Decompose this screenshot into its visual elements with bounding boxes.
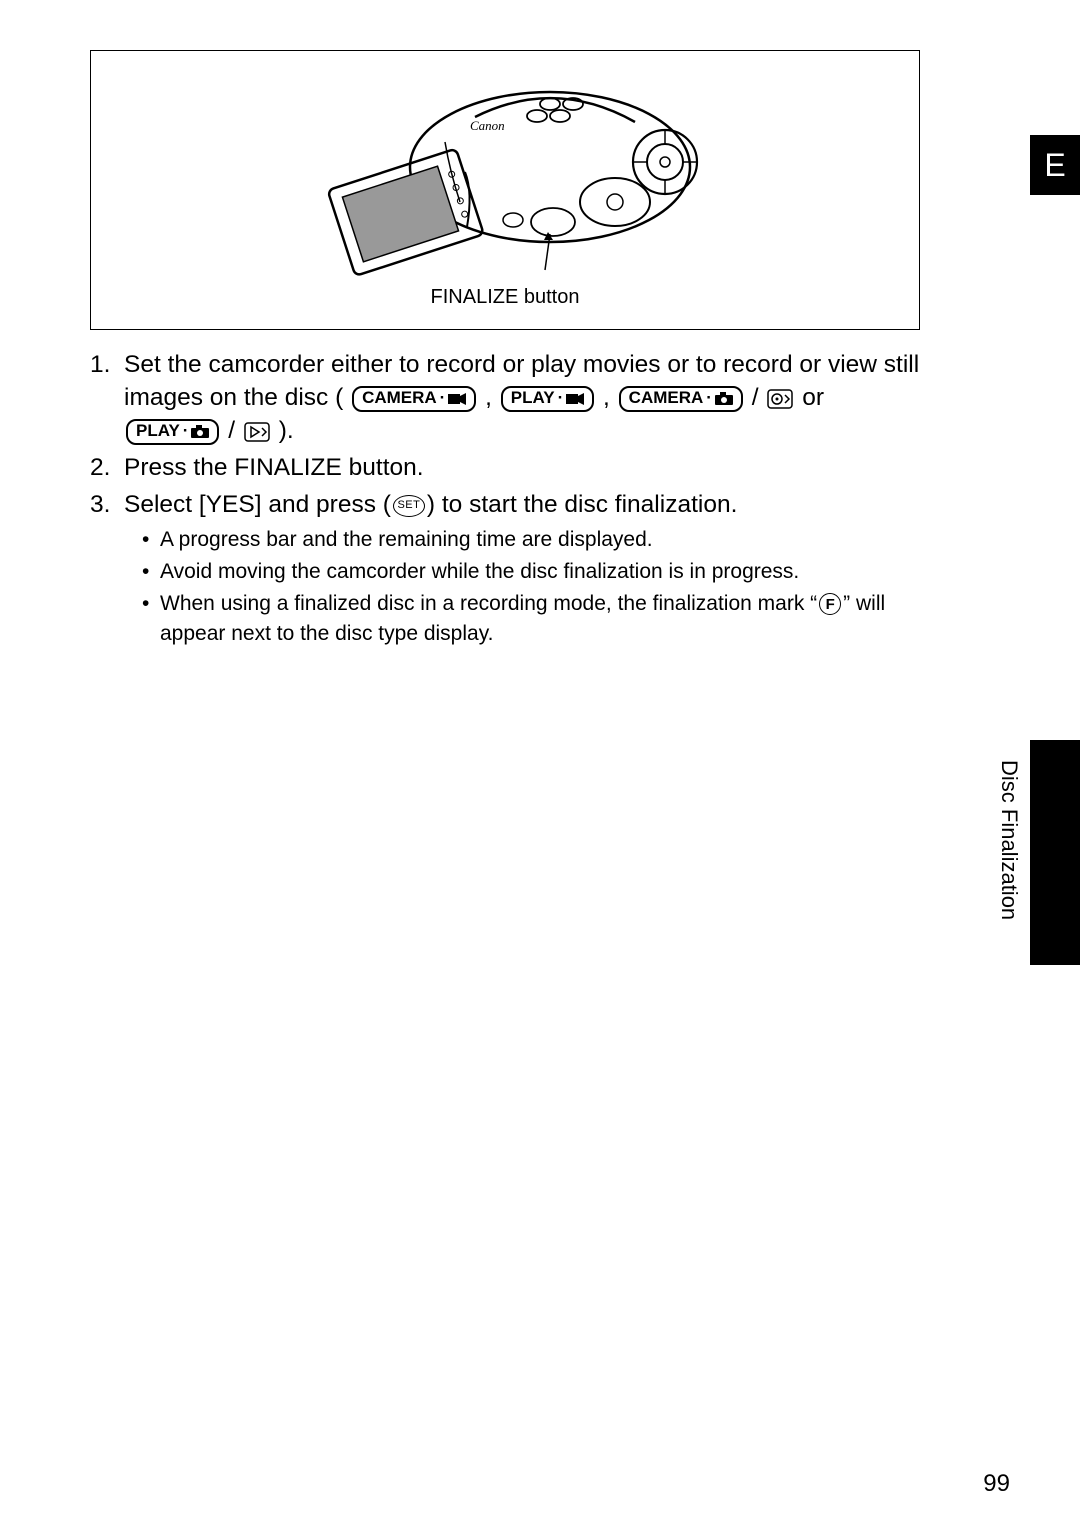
step-3: Select [YES] and press (SET) to start th… (90, 488, 920, 521)
mode-camera-photo-icon: CAMERA· (619, 386, 743, 412)
step-1: Set the camcorder either to record or pl… (90, 348, 920, 447)
instruction-list: Set the camcorder either to record or pl… (90, 348, 920, 649)
camcorder-illustration: Canon (295, 72, 715, 282)
section-tab-e: E (1030, 135, 1080, 195)
note-avoid-moving: Avoid moving the camcorder while the dis… (142, 557, 920, 587)
note-progress: A progress bar and the remaining time ar… (142, 525, 920, 555)
finalize-button-label: FINALIZE button (431, 286, 580, 309)
finalize-mark-icon: F (819, 593, 841, 615)
play-card-icon (244, 422, 270, 442)
disc-card-icon (767, 389, 793, 409)
camcorder-figure: Canon (90, 50, 920, 330)
manual-page: E Canon (0, 0, 1080, 1534)
mode-camera-movie-icon: CAMERA· (352, 386, 476, 412)
mode-play-photo-icon: PLAY· (126, 419, 219, 445)
side-section-label: Disc Finalization (996, 760, 1022, 920)
note-finalize-mark: When using a finalized disc in a recordi… (142, 589, 920, 649)
svg-text:Canon: Canon (470, 118, 505, 133)
step-2: Press the FINALIZE button. (90, 451, 920, 484)
tab-letter: E (1044, 147, 1065, 184)
set-button-icon: SET (393, 495, 425, 517)
side-section-tab (1030, 740, 1080, 965)
page-number: 99 (983, 1470, 1010, 1498)
step-3-notes: A progress bar and the remaining time ar… (90, 525, 920, 648)
mode-play-movie-icon: PLAY· (501, 386, 594, 412)
